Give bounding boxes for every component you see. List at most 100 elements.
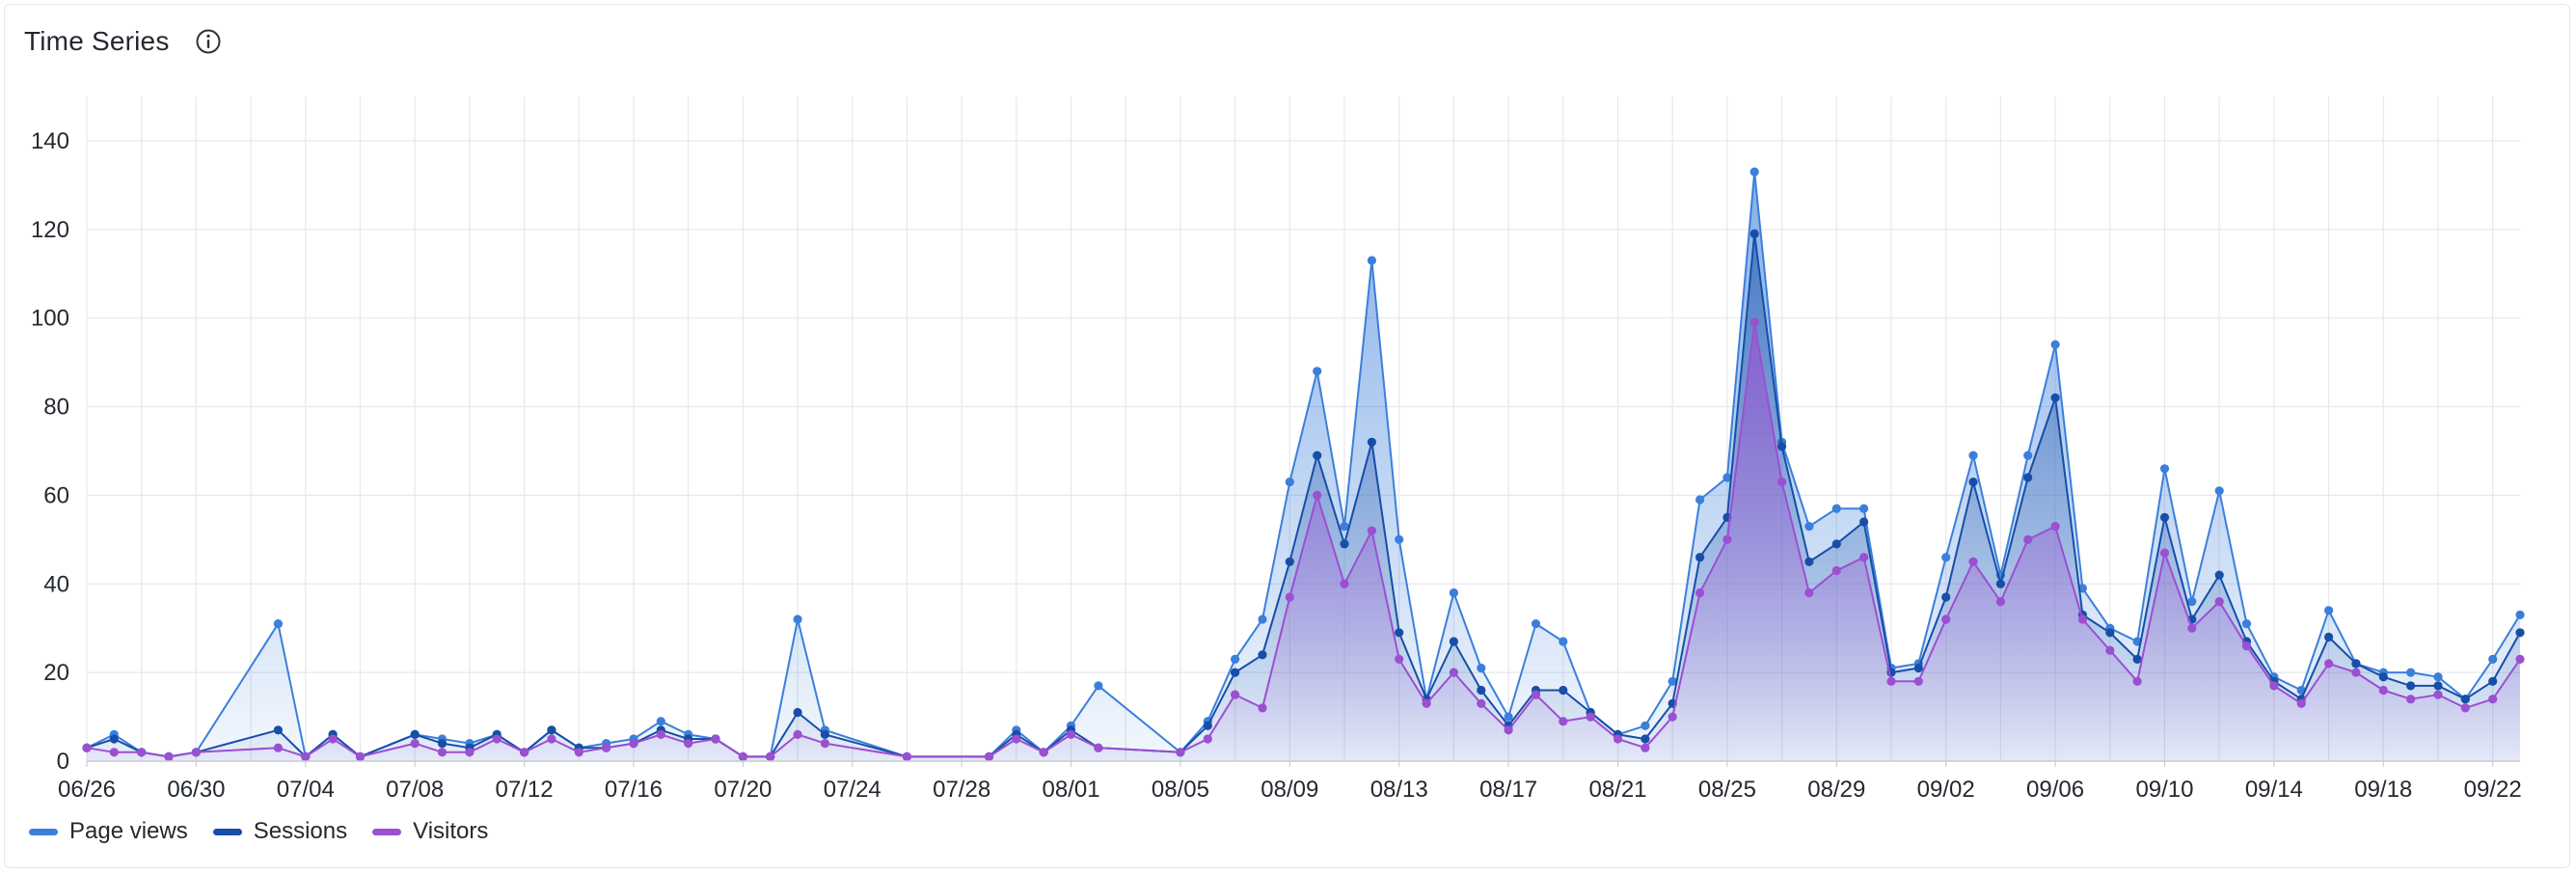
point-page-views[interactable] [2187, 597, 2197, 607]
point-visitors[interactable] [2159, 548, 2170, 558]
point-visitors[interactable] [273, 743, 283, 752]
point-visitors[interactable] [1367, 526, 1376, 535]
point-visitors[interactable] [1804, 587, 1814, 598]
point-visitors[interactable] [2269, 681, 2279, 691]
point-sessions[interactable] [273, 725, 283, 735]
legend-item-sessions[interactable]: Sessions [212, 818, 347, 845]
point-visitors[interactable] [2214, 597, 2224, 607]
point-visitors[interactable] [1449, 668, 1458, 677]
point-visitors[interactable] [492, 734, 502, 744]
point-sessions[interactable] [2406, 681, 2416, 691]
point-sessions[interactable] [1449, 637, 1458, 646]
point-page-views[interactable] [2050, 340, 2060, 349]
point-sessions[interactable] [2378, 672, 2388, 682]
point-sessions[interactable] [1777, 442, 1787, 451]
point-sessions[interactable] [1641, 734, 1650, 744]
point-page-views[interactable] [1722, 473, 1732, 482]
point-visitors[interactable] [1285, 592, 1294, 602]
point-visitors[interactable] [766, 751, 775, 762]
point-visitors[interactable] [1831, 565, 1841, 576]
point-sessions[interactable] [1749, 229, 1759, 238]
point-sessions[interactable] [2488, 676, 2498, 686]
point-sessions[interactable] [1285, 557, 1294, 566]
point-visitors[interactable] [1913, 676, 1923, 686]
point-visitors[interactable] [1422, 698, 1431, 708]
point-page-views[interactable] [793, 615, 802, 624]
point-sessions[interactable] [1231, 668, 1240, 677]
point-visitors[interactable] [656, 729, 665, 740]
point-visitors[interactable] [355, 751, 366, 762]
point-visitors[interactable] [191, 748, 201, 757]
point-page-views[interactable] [1695, 495, 1705, 505]
point-page-views[interactable] [1449, 587, 1458, 598]
info-circle-icon[interactable] [195, 28, 222, 55]
point-visitors[interactable] [328, 734, 338, 744]
point-page-views[interactable] [1968, 451, 1978, 460]
point-page-views[interactable] [2214, 486, 2224, 496]
point-page-views[interactable] [1094, 681, 1103, 691]
point-visitors[interactable] [2050, 522, 2060, 532]
point-page-views[interactable] [1804, 522, 1814, 532]
point-visitors[interactable] [1695, 587, 1705, 598]
point-visitors[interactable] [109, 748, 119, 757]
point-sessions[interactable] [2433, 681, 2443, 691]
point-visitors[interactable] [2187, 623, 2197, 633]
point-page-views[interactable] [1313, 367, 1322, 376]
point-visitors[interactable] [820, 739, 830, 749]
point-visitors[interactable] [2023, 534, 2033, 544]
point-page-views[interactable] [1559, 637, 1568, 646]
point-visitors[interactable] [1395, 654, 1404, 665]
point-visitors[interactable] [1941, 615, 1951, 624]
point-sessions[interactable] [1831, 539, 1841, 549]
point-visitors[interactable] [2296, 698, 2306, 708]
point-page-views[interactable] [2023, 451, 2033, 460]
point-visitors[interactable] [2433, 690, 2443, 699]
point-visitors[interactable] [1313, 490, 1322, 500]
point-page-views[interactable] [2159, 464, 2170, 474]
point-visitors[interactable] [2406, 695, 2416, 704]
point-sessions[interactable] [547, 725, 556, 735]
point-visitors[interactable] [520, 748, 529, 757]
point-visitors[interactable] [1258, 703, 1267, 713]
point-visitors[interactable] [301, 751, 311, 762]
point-sessions[interactable] [2132, 654, 2142, 665]
point-page-views[interactable] [1668, 676, 1677, 686]
point-visitors[interactable] [465, 748, 475, 757]
point-page-views[interactable] [1641, 721, 1650, 730]
point-page-views[interactable] [1859, 504, 1869, 513]
point-sessions[interactable] [1203, 721, 1212, 730]
point-page-views[interactable] [1340, 522, 1349, 532]
point-visitors[interactable] [1477, 698, 1486, 708]
point-visitors[interactable] [2515, 654, 2525, 665]
point-sessions[interactable] [109, 734, 119, 744]
point-visitors[interactable] [2378, 685, 2388, 696]
point-sessions[interactable] [793, 707, 802, 718]
legend-item-page-views[interactable]: Page views [29, 818, 188, 845]
point-page-views[interactable] [1367, 256, 1376, 265]
point-visitors[interactable] [82, 743, 92, 752]
point-page-views[interactable] [1941, 553, 1951, 562]
point-sessions[interactable] [1995, 579, 2005, 588]
point-sessions[interactable] [2460, 695, 2470, 704]
point-page-views[interactable] [1395, 534, 1404, 544]
point-visitors[interactable] [137, 748, 147, 757]
point-visitors[interactable] [1859, 553, 1869, 562]
point-sessions[interactable] [410, 729, 420, 740]
point-page-views[interactable] [2433, 672, 2443, 682]
point-page-views[interactable] [2324, 606, 2334, 615]
point-visitors[interactable] [1504, 725, 1513, 735]
point-sessions[interactable] [1804, 557, 1814, 566]
point-visitors[interactable] [2351, 668, 2361, 677]
point-sessions[interactable] [1477, 685, 1486, 696]
point-page-views[interactable] [2406, 668, 2416, 677]
point-sessions[interactable] [2050, 393, 2060, 402]
point-visitors[interactable] [1531, 690, 1541, 699]
point-visitors[interactable] [2105, 645, 2115, 655]
legend-item-visitors[interactable]: Visitors [372, 818, 488, 845]
point-visitors[interactable] [2460, 703, 2470, 713]
point-page-views[interactable] [1831, 504, 1841, 513]
point-sessions[interactable] [2515, 628, 2525, 638]
point-sessions[interactable] [1340, 539, 1349, 549]
point-visitors[interactable] [2132, 676, 2142, 686]
point-sessions[interactable] [2023, 473, 2033, 482]
